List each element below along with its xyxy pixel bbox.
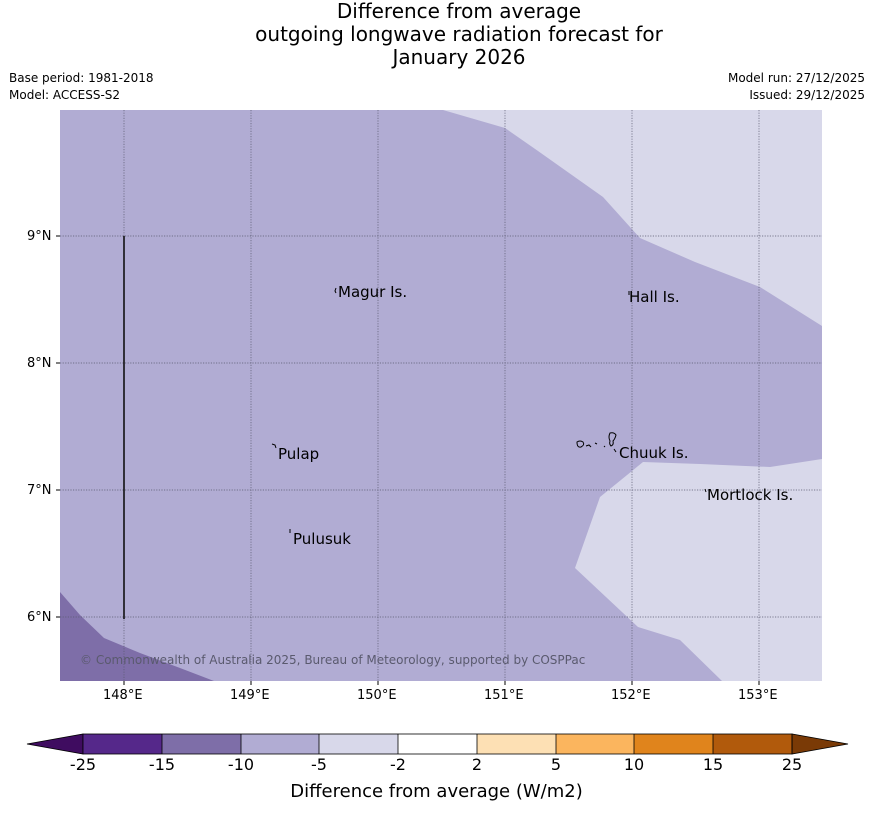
chart-title: Difference from average outgoing longwav… (0, 0, 873, 69)
colorbar-segment (713, 734, 792, 754)
colorbar-segment (398, 734, 477, 754)
lon-tick-label: 152°E (611, 688, 651, 703)
colorbar-segment (634, 734, 713, 754)
model-run: Model run: 27/12/2025 (727, 71, 865, 85)
colorbar-segment (556, 734, 634, 754)
region-minus15-minus10 (60, 592, 214, 681)
model-name: Model: ACCESS-S2 (9, 88, 121, 102)
colorbar-tick-label: 2 (471, 755, 483, 774)
colorbar-tick-label: -5 (311, 755, 327, 774)
axis-ticks (56, 235, 760, 685)
title-line-2: outgoing longwave radiation forecast for (255, 22, 663, 46)
colorbar-tick-label: 25 (781, 755, 803, 774)
lon-tick-label: 151°E (484, 688, 524, 703)
lat-tick-label: 7°N (27, 483, 52, 498)
lat-tick-label: 9°N (27, 229, 52, 244)
colorbar-tick-label: -15 (148, 755, 176, 774)
meta-right: Model run: 27/12/2025 Issued: 29/12/2025 (728, 70, 865, 104)
place-label-hall: Hall Is. (629, 288, 680, 306)
colorbar (26, 733, 849, 755)
colorbar-tick-label: 10 (623, 755, 645, 774)
title-line-1: Difference from average (336, 0, 582, 23)
base-period: Base period: 1981-2018 (9, 71, 154, 85)
place-label-pulap: Pulap (278, 445, 320, 463)
colorbar-segment (477, 734, 556, 754)
colorbar-tick-label: 15 (702, 755, 724, 774)
lon-tick-label: 153°E (738, 688, 778, 703)
place-label-mortlock: Mortlock Is. (707, 486, 794, 504)
place-label-chuuk: Chuuk Is. (619, 444, 689, 462)
colorbar-tick-label: -10 (227, 755, 255, 774)
colorbar-tick-label: -25 (69, 755, 97, 774)
place-label-pulusuk: Pulusuk (293, 530, 351, 548)
meta-left: Base period: 1981-2018 Model: ACCESS-S2 (9, 70, 154, 104)
title-line-3: January 2026 (392, 45, 526, 69)
colorbar-title: Difference from average (W/m2) (290, 781, 583, 802)
colorbar-segment (83, 734, 162, 754)
lat-tick-label: 6°N (27, 610, 52, 625)
region-minus5-minus2-south (575, 459, 822, 681)
colorbar-tick-label: 5 (550, 755, 562, 774)
island-outlines (271, 287, 707, 533)
colorbar-extend-high (791, 733, 849, 755)
lon-tick-label: 150°E (357, 688, 397, 703)
region-minus5-minus2-north (443, 110, 822, 326)
colorbar-extend-low (26, 733, 84, 755)
lon-tick-label: 149°E (230, 688, 270, 703)
colorbar-tick-label: -2 (390, 755, 406, 774)
issued-date: Issued: 29/12/2025 (749, 88, 865, 102)
colorbar-segment (162, 734, 241, 754)
colorbar-segment (319, 734, 398, 754)
place-label-magur: Magur Is. (338, 283, 408, 301)
map-area (60, 110, 822, 681)
lon-tick-label: 148°E (103, 688, 143, 703)
colorbar-segment (241, 734, 319, 754)
lat-tick-label: 8°N (27, 356, 52, 371)
copyright-notice: © Commonwealth of Australia 2025, Bureau… (80, 653, 586, 667)
